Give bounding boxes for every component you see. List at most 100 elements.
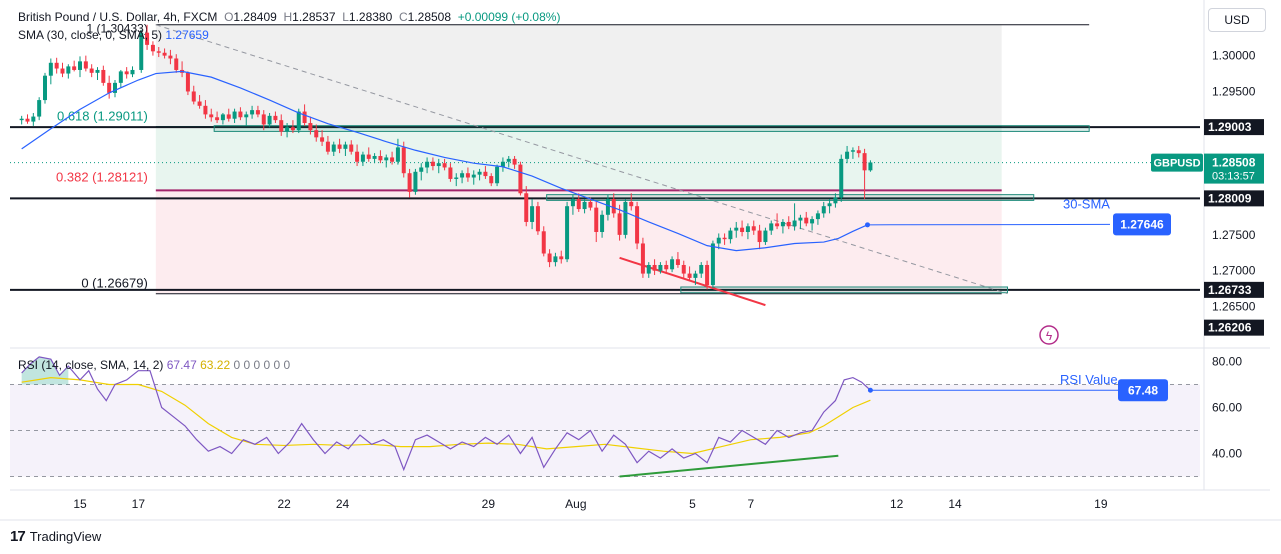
level-price-tag xyxy=(1204,281,1264,298)
candle-body xyxy=(518,164,523,194)
candle-body xyxy=(355,151,360,162)
candle-body xyxy=(763,230,768,243)
zone-box xyxy=(680,286,1008,294)
rsi-tick-label: 60.00 xyxy=(1212,401,1242,415)
candle-body xyxy=(745,226,750,232)
x-tick-label: 19 xyxy=(1094,497,1108,511)
candle-body xyxy=(372,156,377,159)
candle-body xyxy=(442,163,447,168)
candle-body xyxy=(582,201,587,210)
fib-label-0: 0 (1.26679) xyxy=(81,276,148,291)
candle-body xyxy=(541,231,546,254)
candle-body xyxy=(535,206,540,232)
candle-body xyxy=(308,123,313,131)
candle-body xyxy=(670,259,675,270)
candle-body xyxy=(611,199,616,214)
candle-body xyxy=(658,264,663,271)
fib-label-0618: 0.618 (1.29011) xyxy=(57,109,148,124)
legend-main: British Pound / U.S. Dollar, 4h, FXCM O1… xyxy=(18,10,561,24)
candle-body xyxy=(43,75,47,101)
level-price-text: 1.26206 xyxy=(1208,321,1252,335)
candle-body xyxy=(66,66,71,74)
candle-body xyxy=(465,173,470,178)
candle-body xyxy=(150,44,155,52)
candle-body xyxy=(54,62,59,69)
level-price-text: 1.26733 xyxy=(1208,283,1252,297)
candle-body xyxy=(553,256,558,263)
candle-body xyxy=(862,153,867,171)
candle-body xyxy=(827,203,832,207)
candle-body xyxy=(635,206,640,244)
candle-body xyxy=(130,69,135,75)
candle-body xyxy=(25,118,30,122)
legend-low: 1.28380 xyxy=(348,10,393,24)
candle-body xyxy=(495,166,500,184)
candle-body xyxy=(285,127,290,132)
y-tick-label: 1.30000 xyxy=(1212,49,1256,63)
candle-body xyxy=(594,207,599,232)
countdown-text: 03:13:57 xyxy=(1212,171,1255,183)
current-price-text: 1.28508 xyxy=(1212,156,1256,170)
tradingview-logo[interactable]: 17 TradingView xyxy=(10,528,101,545)
candle-body xyxy=(565,206,570,260)
candle-body xyxy=(113,82,117,93)
tradingview-mark-icon: 17 xyxy=(10,528,26,545)
candle-body xyxy=(220,114,225,121)
candle-body xyxy=(226,114,231,119)
candle-body xyxy=(681,264,686,274)
candle-body xyxy=(489,176,494,184)
candle-body xyxy=(640,243,645,274)
candle-body xyxy=(845,151,850,159)
candle-body xyxy=(203,105,208,115)
rsi-zeros: 0 0 0 0 0 0 xyxy=(233,358,291,372)
candle-body xyxy=(524,193,529,222)
candle-body xyxy=(710,243,715,286)
rsi-value-text: 67.48 xyxy=(1128,383,1158,397)
rsi-value-tag xyxy=(1118,379,1168,402)
candle-body xyxy=(798,217,803,221)
candle-body xyxy=(646,264,651,274)
candle-body xyxy=(162,52,167,56)
candle-body xyxy=(185,72,190,92)
candle-body xyxy=(605,199,610,215)
fib-label-1: 1 (1.30433) xyxy=(86,22,147,36)
y-tick-label: 1.26500 xyxy=(1212,300,1256,314)
y-tick-label: 1.27500 xyxy=(1212,228,1256,242)
candle-body xyxy=(197,101,202,106)
currency-button[interactable]: USD xyxy=(1208,8,1266,32)
candle-body xyxy=(821,206,826,214)
candle-body xyxy=(454,177,459,179)
candle-body xyxy=(734,227,739,231)
candle-body xyxy=(425,161,430,168)
candle-body xyxy=(512,158,517,165)
legend-rsi: RSI (14, close, SMA, 14, 2) 67.47 63.22 … xyxy=(18,358,290,372)
event-icon xyxy=(1039,325,1059,345)
level-price-tag xyxy=(1204,119,1264,136)
candle-body xyxy=(384,157,389,161)
candle-body xyxy=(757,230,762,243)
candle-body xyxy=(360,154,365,162)
symbol-tag xyxy=(1151,153,1203,172)
y-tick-label: 1.29500 xyxy=(1212,84,1256,98)
candle-body xyxy=(314,130,319,138)
candle-body xyxy=(629,201,634,207)
legend-close: 1.28508 xyxy=(407,10,452,24)
candle-body xyxy=(139,32,144,70)
legend-open: 1.28409 xyxy=(233,10,277,24)
candle-body xyxy=(687,273,692,278)
lightning-icon: ϟ xyxy=(1046,329,1053,343)
candle-body xyxy=(413,171,418,192)
legend-high: 1.28537 xyxy=(292,10,336,24)
candle-body xyxy=(751,226,756,231)
x-tick-label: 12 xyxy=(890,497,904,511)
sma-value: 1.27659 xyxy=(165,28,209,42)
candle-body xyxy=(83,61,88,69)
candle-body xyxy=(652,264,657,271)
candle-body xyxy=(483,171,488,177)
candle-body xyxy=(786,221,791,227)
candle-body xyxy=(296,111,301,131)
candle-body xyxy=(588,201,593,208)
candle-body xyxy=(436,163,441,167)
candle-body xyxy=(366,154,371,159)
